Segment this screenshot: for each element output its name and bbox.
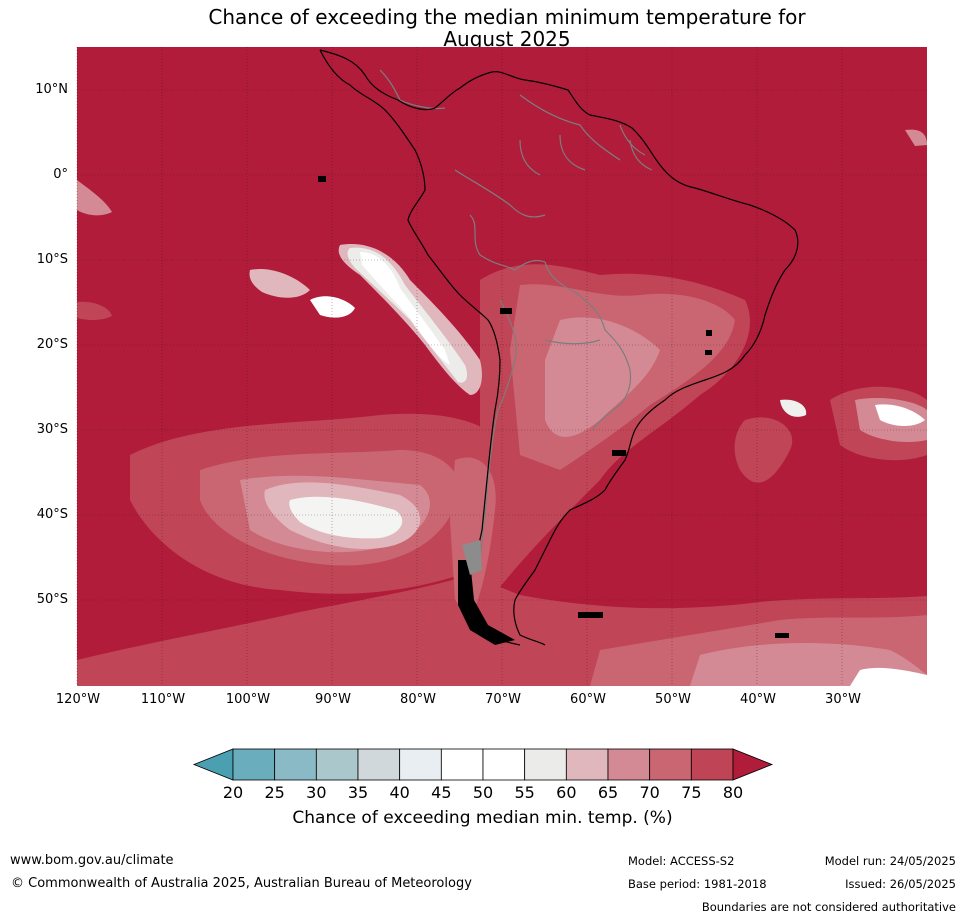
- contour-60-65-east-edge: [905, 129, 927, 146]
- colorbar-tick-75: 75: [681, 783, 702, 802]
- graticule: [76, 47, 927, 686]
- colorbar-cell-65-70: [607, 748, 651, 781]
- lon-label-70w: 70°W: [485, 692, 521, 707]
- colorbar-cell-30-35: [315, 748, 359, 781]
- contour-45-55-southeast-pacific: [289, 496, 403, 539]
- colorbar-tick-70: 70: [639, 783, 660, 802]
- contour-60-65-west-pacific: [249, 269, 310, 298]
- lat-label-10n: 10°N: [35, 82, 68, 97]
- colorbar-cell-40-45: [399, 748, 442, 781]
- country-borders: [379, 69, 653, 561]
- colorbar-cell-50-55: [482, 748, 526, 781]
- lon-label-120w: 120°W: [55, 692, 101, 707]
- contour-white-atlantic-2: [780, 399, 807, 417]
- colorbar-cell-35-40: [357, 748, 401, 781]
- colorbar-cell-20-25: [232, 748, 276, 781]
- colorbar-tick-65: 65: [597, 783, 619, 802]
- lat-label-0: 0°: [53, 167, 68, 182]
- contour-white-atlantic: [875, 404, 925, 426]
- colorbar-tick-50: 50: [472, 783, 494, 802]
- footer-url[interactable]: www.bom.gov.au/climate: [10, 853, 174, 868]
- lat-label-20s: 20°S: [36, 337, 68, 352]
- footer-copyright: © Commonwealth of Australia 2025, Austra…: [11, 876, 472, 891]
- footer-disclaimer: Boundaries are not considered authoritat…: [701, 900, 956, 914]
- colorbar-tick-80: 80: [722, 783, 744, 802]
- contour-75-80-midatlantic: [734, 417, 793, 483]
- lat-label-40s: 40°S: [36, 507, 68, 522]
- contour-60-65-west-edge: [77, 180, 112, 216]
- colorbar-label: Chance of exceeding median min. temp. (%…: [292, 808, 673, 828]
- colorbar-arrow-above: [732, 748, 774, 781]
- colorbar-tick-20: 20: [222, 783, 244, 802]
- footer-model: Model: ACCESS-S2: [628, 854, 735, 868]
- colorbar-arrow-below: [192, 748, 234, 781]
- contour-65-70-continent: [545, 317, 660, 437]
- colorbar-cell-75-80: [690, 748, 734, 781]
- colorbar-tick-35: 35: [347, 783, 369, 802]
- lat-label-30s: 30°S: [36, 422, 68, 437]
- lon-label-80w: 80°W: [400, 692, 436, 707]
- lon-label-110w: 110°W: [140, 692, 186, 707]
- colorbar-cell-60-65: [565, 748, 609, 781]
- chart-title-line-1: Chance of exceeding the median minimum t…: [208, 5, 806, 29]
- chart-title-line-2: August 2025: [443, 27, 571, 51]
- footer-base-period: Base period: 1981-2018: [628, 877, 767, 891]
- lat-label-10s: 10°S: [36, 252, 68, 267]
- contour-45-50-humboldt: [360, 252, 450, 365]
- colorbar-tick-45: 45: [431, 783, 452, 802]
- lon-label-30w: 30°W: [825, 692, 861, 707]
- probability-contours: [77, 129, 927, 686]
- colorbar-cell-70-75: [649, 748, 692, 781]
- lon-label-90w: 90°W: [315, 692, 351, 707]
- lon-label-100w: 100°W: [225, 692, 271, 707]
- footer-model-run: Model run: 24/05/2025: [824, 854, 956, 868]
- contour-75-80-west-pacific: [77, 301, 112, 320]
- colorbar-tick-25: 25: [264, 783, 285, 802]
- contour-white-small-1: [310, 296, 355, 318]
- footer-issued: Issued: 26/05/2025: [845, 877, 956, 891]
- colorbar-tick-40: 40: [389, 783, 410, 802]
- colorbar-cell-55-60: [524, 748, 567, 781]
- islands-and-lakes: [318, 176, 789, 645]
- lon-label-60w: 60°W: [570, 692, 606, 707]
- lon-label-50w: 50°W: [655, 692, 691, 707]
- colorbar-tick-55: 55: [514, 783, 535, 802]
- colorbar-tick-30: 30: [306, 783, 327, 802]
- colorbar-cell-25-30: [274, 748, 317, 781]
- lon-label-40w: 40°W: [740, 692, 776, 707]
- colorbar-cell-45-50: [440, 748, 484, 781]
- colorbar-tick-60: 60: [556, 783, 577, 802]
- chilean-fjords: [462, 540, 482, 575]
- lat-label-50s: 50°S: [36, 592, 68, 607]
- contour-white-southern: [850, 667, 927, 686]
